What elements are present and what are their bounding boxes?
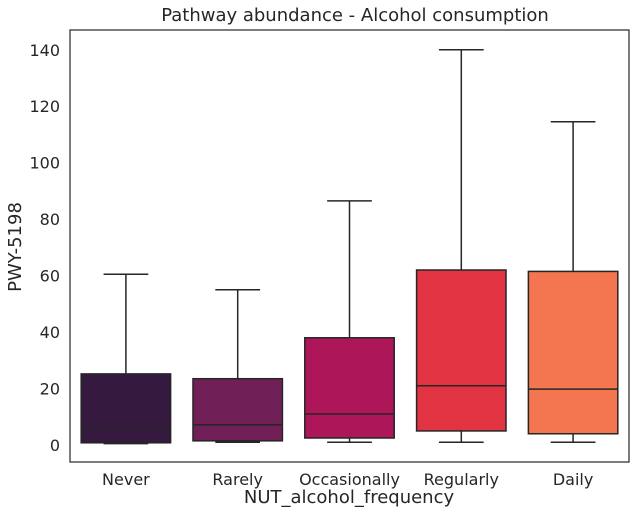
y-axis-ticks: 0 20 40 60 80 100 120 140	[29, 41, 60, 455]
x-tick-label: Daily	[553, 470, 593, 489]
x-tick-label: Rarely	[212, 470, 263, 489]
y-tick-label: 0	[50, 436, 60, 455]
x-axis-label: NUT_alcohol_frequency	[244, 487, 455, 508]
x-tick-label: Never	[102, 470, 150, 489]
y-tick-label: 120	[29, 97, 60, 116]
box	[80, 373, 172, 444]
box	[527, 270, 619, 435]
y-tick-label: 100	[29, 154, 60, 173]
box	[304, 337, 395, 439]
boxes-group	[80, 49, 619, 445]
x-tick-label: Occasionally	[299, 470, 400, 489]
y-tick-label: 20	[40, 380, 60, 399]
x-tick-label: Regularly	[424, 470, 499, 489]
box	[415, 269, 507, 432]
chart-title: Pathway abundance - Alcohol consumption	[161, 5, 549, 26]
box	[192, 377, 284, 442]
y-tick-label: 140	[29, 41, 60, 60]
x-axis-ticks: Never Rarely Occasionally Regularly Daily	[102, 470, 593, 489]
plot-area	[69, 29, 630, 463]
y-tick-label: 60	[40, 267, 60, 286]
y-axis-label: PWY-5198	[5, 202, 26, 292]
y-tick-label: 80	[40, 210, 60, 229]
y-tick-label: 40	[40, 323, 60, 342]
